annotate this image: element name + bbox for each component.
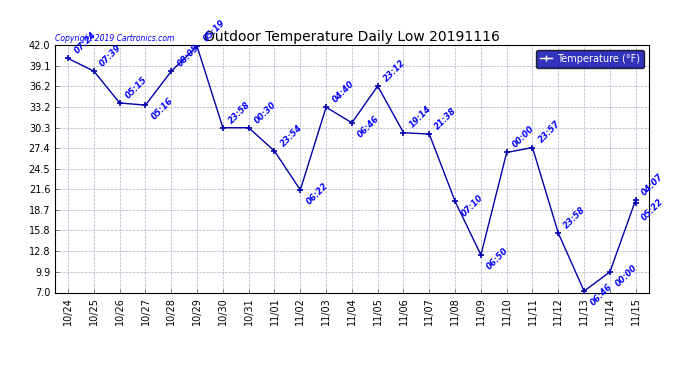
Text: 08:05: 08:05 (175, 43, 201, 68)
Text: 23:54: 23:54 (279, 123, 304, 148)
Text: 05:22: 05:22 (640, 197, 665, 222)
Text: 06:46: 06:46 (589, 282, 613, 308)
Text: 04:07: 04:07 (640, 172, 665, 197)
Text: 21:38: 21:38 (433, 106, 459, 131)
Text: 06:50: 06:50 (485, 246, 511, 272)
Legend: Temperature (°F): Temperature (°F) (536, 50, 644, 68)
Text: 07:24: 07:24 (72, 30, 97, 56)
Text: 00:00: 00:00 (511, 124, 536, 150)
Text: 04:40: 04:40 (331, 79, 355, 105)
Text: 05:16: 05:16 (150, 96, 175, 122)
Text: 07:39: 07:39 (98, 43, 124, 68)
Text: 05:15: 05:15 (124, 75, 149, 100)
Text: 23:57: 23:57 (537, 119, 562, 145)
Title: Outdoor Temperature Daily Low 20191116: Outdoor Temperature Daily Low 20191116 (204, 30, 500, 44)
Text: 23:12: 23:12 (382, 58, 407, 83)
Text: 23:58: 23:58 (562, 205, 588, 230)
Text: 00:30: 00:30 (253, 100, 278, 125)
Text: Copyright 2019 Cartronics.com: Copyright 2019 Cartronics.com (55, 33, 175, 42)
Text: 05:19: 05:19 (201, 18, 226, 44)
Text: 07:10: 07:10 (460, 193, 484, 218)
Text: 06:46: 06:46 (356, 114, 382, 140)
Text: 00:00: 00:00 (614, 263, 640, 289)
Text: 06:22: 06:22 (304, 181, 330, 207)
Text: 23:58: 23:58 (227, 100, 253, 125)
Text: 19:14: 19:14 (408, 105, 433, 130)
